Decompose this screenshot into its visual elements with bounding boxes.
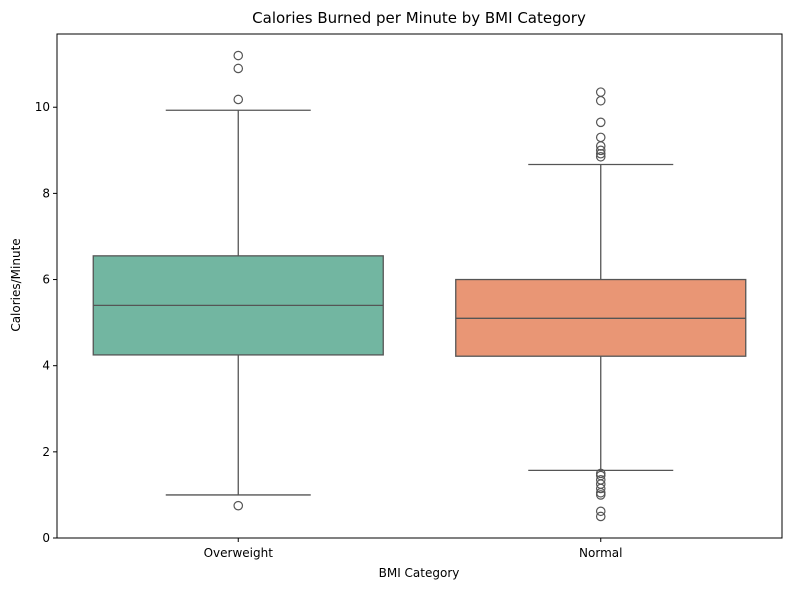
outlier-point [595, 148, 606, 159]
outlier-point [595, 468, 606, 479]
outlier-point [595, 151, 606, 162]
outlier-point [233, 50, 244, 61]
outlier-point [595, 145, 606, 156]
outlier-point [595, 95, 606, 106]
outlier-point [595, 511, 606, 522]
y-axis-label: Calories/Minute [9, 238, 23, 331]
outlier-point [233, 94, 244, 105]
y-tick-label: 6 [42, 273, 50, 287]
outlier-point [595, 87, 606, 97]
y-tick-label: 8 [42, 186, 50, 200]
outlier-point [595, 132, 606, 143]
x-tick-label: Overweight [204, 546, 274, 560]
plot-frame [56, 33, 783, 539]
outlier-point [595, 506, 606, 517]
outlier-point [233, 63, 244, 74]
outlier-point [595, 475, 606, 485]
outlier-point [595, 117, 606, 128]
outlier-point [233, 500, 244, 511]
plot-area: 0 2 4 6 8 10 Overweight Normal [35, 33, 783, 560]
chart-title: Calories Burned per Minute by BMI Catego… [252, 9, 586, 27]
x-tick-label: Normal [579, 546, 622, 560]
y-tick-label: 4 [42, 359, 50, 373]
y-tick-label: 2 [42, 445, 50, 459]
x-axis-label: BMI Category [379, 566, 460, 580]
y-tick-label: 0 [42, 531, 50, 545]
y-tick-label: 10 [35, 100, 50, 114]
